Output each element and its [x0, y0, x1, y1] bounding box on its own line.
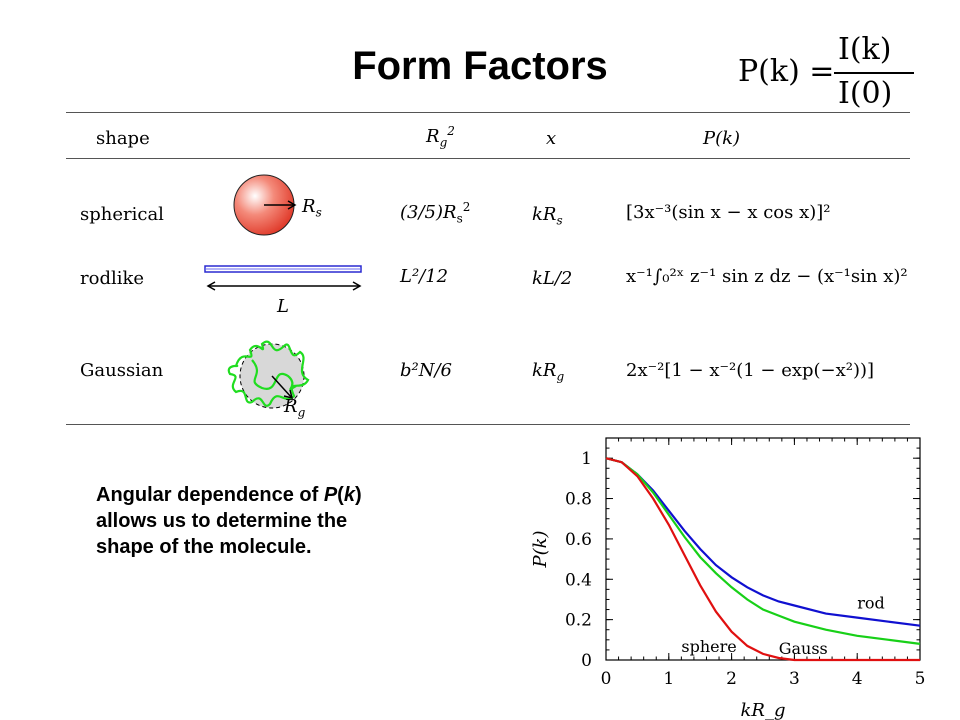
x-axis-label: kR_g	[741, 700, 786, 720]
sphere-radius-label-sub: s	[315, 205, 322, 220]
row-rodlike-pk: x⁻¹∫₀²ˣ z⁻¹ sin z dz − (x⁻¹sin x)²	[626, 266, 908, 287]
gaussian-radius-label: Rg	[284, 396, 306, 420]
plot-frame	[605, 437, 921, 661]
row-gaussian-shape: Gaussian	[80, 360, 164, 381]
header-rg-sup: 2	[447, 124, 455, 138]
header-x: x	[546, 128, 557, 149]
gaussian-radius-label-r: R	[284, 396, 298, 417]
row-spherical-rg2-main: (3/5)R	[400, 202, 457, 223]
y-tick-label: 1	[581, 449, 592, 469]
sphere-diagram	[233, 174, 297, 236]
series-line-sphere	[605, 457, 920, 662]
y-tick-label: 0.8	[565, 490, 592, 510]
form-factor-chart: 0 1 2 3 4 5 0 0.2 0.4 0.6 0.8 1 kR_g P(k) rod Gauss sphe…	[530, 437, 926, 720]
formula-lhs: P(k) =	[738, 54, 835, 89]
annotation-gauss: Gauss	[779, 639, 828, 658]
x-tick-label: 1	[663, 669, 674, 689]
table-header-rule	[66, 158, 910, 159]
y-tick-label: 0.6	[565, 530, 592, 550]
caption-line-1-pre: Angular dependence of	[96, 484, 324, 506]
header-shape: shape	[96, 128, 150, 149]
rod-diagram	[204, 265, 362, 291]
caption-line-3: shape of the molecule.	[96, 536, 312, 558]
row-gaussian-x-main: kR	[532, 360, 557, 381]
header-pk: P(k)	[703, 128, 741, 149]
caption-text: Angular dependence of P(k) allows us to …	[96, 482, 476, 560]
gaussian-coil-diagram	[227, 340, 310, 409]
gaussian-radius-label-sub: g	[297, 405, 306, 420]
header-rg-label: R	[426, 126, 440, 147]
row-spherical-rg2-sup: 2	[462, 200, 471, 214]
formula-denominator: I(0)	[838, 76, 893, 111]
form-factor-formula: P(k) = I(k) I(0)	[738, 32, 928, 112]
row-spherical-rg2: (3/5)Rs2	[400, 200, 471, 226]
annotation-rod: rod	[857, 594, 885, 613]
x-tick-label: 5	[915, 669, 926, 689]
caption-line-1-paren: (	[337, 484, 344, 506]
rod-length-label: L	[277, 296, 289, 317]
row-rodlike-shape: rodlike	[80, 268, 145, 289]
y-tick-label: 0.4	[565, 570, 592, 590]
x-tick-label: 4	[852, 669, 863, 689]
caption-line-2: allows us to determine the	[96, 510, 348, 532]
y-tick-label: 0	[581, 651, 592, 671]
sphere-radius-label-r: R	[302, 196, 316, 217]
gaussian-radius-arrow	[271, 375, 293, 399]
sphere-radius-label: Rs	[302, 196, 322, 220]
row-spherical-shape: spherical	[80, 204, 164, 225]
y-tick-label: 0.2	[565, 611, 592, 631]
row-spherical-pk: [3x⁻³(sin x − x cos x)]²	[626, 202, 831, 223]
x-tick-label: 0	[601, 669, 612, 689]
caption-line-1-p: P	[323, 484, 338, 506]
caption-line-1-k: k	[343, 484, 355, 506]
y-axis-label: P(k)	[530, 530, 551, 568]
caption-line-1-close: )	[354, 484, 362, 506]
row-rodlike-x: kL/2	[532, 268, 573, 289]
caption-line-1: Angular dependence of P(k)	[96, 482, 476, 508]
formula-numerator: I(k)	[838, 32, 892, 67]
x-tick-label: 2	[726, 669, 737, 689]
annotation-sphere: sphere	[681, 637, 736, 656]
slide-title: Form Factors	[352, 44, 608, 88]
row-spherical-x: kRs	[532, 204, 563, 228]
row-gaussian-x: kRg	[532, 360, 565, 384]
header-rg2: Rg2	[426, 124, 455, 150]
row-gaussian-pk: 2x⁻²[1 − x⁻²(1 − exp(−x²))]	[626, 360, 875, 381]
row-spherical-rg2-sub: s	[456, 211, 463, 226]
fraction-bar	[834, 72, 914, 74]
table-bottom-rule	[66, 424, 910, 425]
row-gaussian-x-sub: g	[556, 369, 565, 384]
series-line-gauss	[605, 457, 921, 645]
table-top-rule	[66, 112, 910, 113]
row-spherical-x-sub: s	[556, 213, 563, 228]
header-rg-sub: g	[439, 135, 448, 150]
row-spherical-x-main: kR	[532, 204, 557, 225]
x-tick-label: 3	[789, 669, 800, 689]
row-gaussian-rg2: b²N/6	[400, 360, 453, 381]
row-rodlike-rg2: L²/12	[400, 266, 449, 287]
